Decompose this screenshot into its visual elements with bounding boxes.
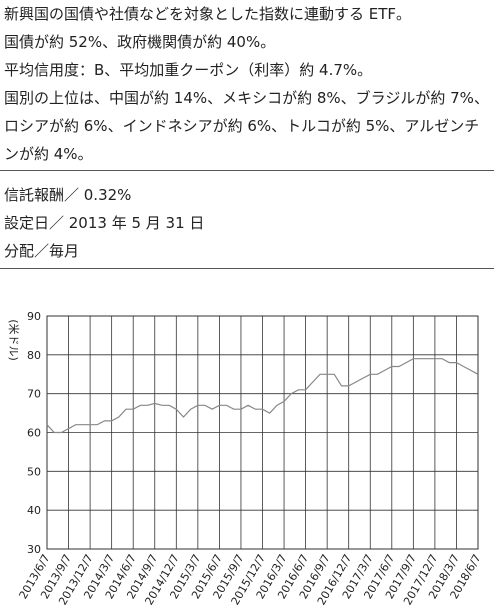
desc-line: 平均信用度：B、平均加重クーポン（利率）約 4.7%。 (4, 61, 373, 79)
y-tick-label: 80 (27, 349, 41, 362)
divider (0, 268, 494, 269)
info: 信託報酬／ 0.32% 設定日／ 2013 年 5 月 31 日 分配／毎月 (4, 181, 492, 265)
info-line: 信託報酬／ 0.32% (4, 186, 132, 204)
divider (0, 170, 494, 171)
info-line: 設定日／ 2013 年 5 月 31 日 (4, 214, 205, 232)
desc-line: 新興国の国債や社債などを対象とした指数に連動する ETF。 (4, 5, 412, 23)
y-tick-label: 50 (27, 465, 41, 478)
description: 新興国の国債や社債などを対象とした指数に連動する ETF。 国債が約 52%、政… (4, 0, 492, 168)
desc-line: 国別の上位は、中国が約 14%、メキシコが約 8%、ブラジルが約 7%、ロシアが… (4, 89, 489, 163)
info-line: 分配／毎月 (4, 242, 80, 260)
y-tick-label: 90 (27, 310, 41, 323)
y-axis-label: (米ドル) (7, 319, 20, 361)
y-tick-label: 40 (27, 504, 41, 517)
y-tick-label: 30 (27, 543, 41, 556)
y-tick-label: 60 (27, 427, 41, 440)
price-line (46, 358, 479, 434)
desc-line: 国債が約 52%、政府機関債が約 40%。 (4, 33, 276, 51)
y-tick-label: 70 (27, 388, 41, 401)
